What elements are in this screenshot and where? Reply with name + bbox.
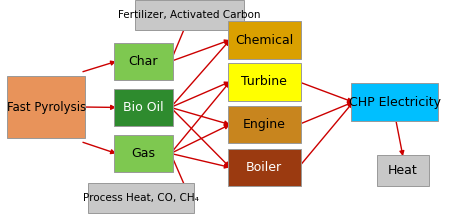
FancyBboxPatch shape <box>114 43 173 80</box>
FancyBboxPatch shape <box>228 21 301 59</box>
FancyBboxPatch shape <box>135 0 244 30</box>
Text: Gas: Gas <box>131 147 155 160</box>
FancyBboxPatch shape <box>114 135 173 172</box>
FancyBboxPatch shape <box>228 63 301 101</box>
Text: Turbine: Turbine <box>241 75 287 88</box>
Text: Fast Pyrolysis: Fast Pyrolysis <box>7 101 86 113</box>
Text: Boiler: Boiler <box>246 161 283 174</box>
Text: Char: Char <box>128 55 158 68</box>
FancyBboxPatch shape <box>228 106 301 143</box>
FancyBboxPatch shape <box>7 76 85 138</box>
Text: Process Heat, CO, CH₄: Process Heat, CO, CH₄ <box>83 193 199 203</box>
Text: Heat: Heat <box>388 164 418 177</box>
Text: Fertilizer, Activated Carbon: Fertilizer, Activated Carbon <box>118 10 261 20</box>
FancyBboxPatch shape <box>88 183 194 213</box>
FancyBboxPatch shape <box>351 83 438 121</box>
FancyBboxPatch shape <box>377 155 429 186</box>
Text: Bio Oil: Bio Oil <box>123 101 164 114</box>
FancyBboxPatch shape <box>114 89 173 126</box>
Text: CHP Electricity: CHP Electricity <box>348 96 441 109</box>
FancyBboxPatch shape <box>228 149 301 186</box>
Text: Chemical: Chemical <box>235 34 293 47</box>
Text: Engine: Engine <box>243 118 286 131</box>
